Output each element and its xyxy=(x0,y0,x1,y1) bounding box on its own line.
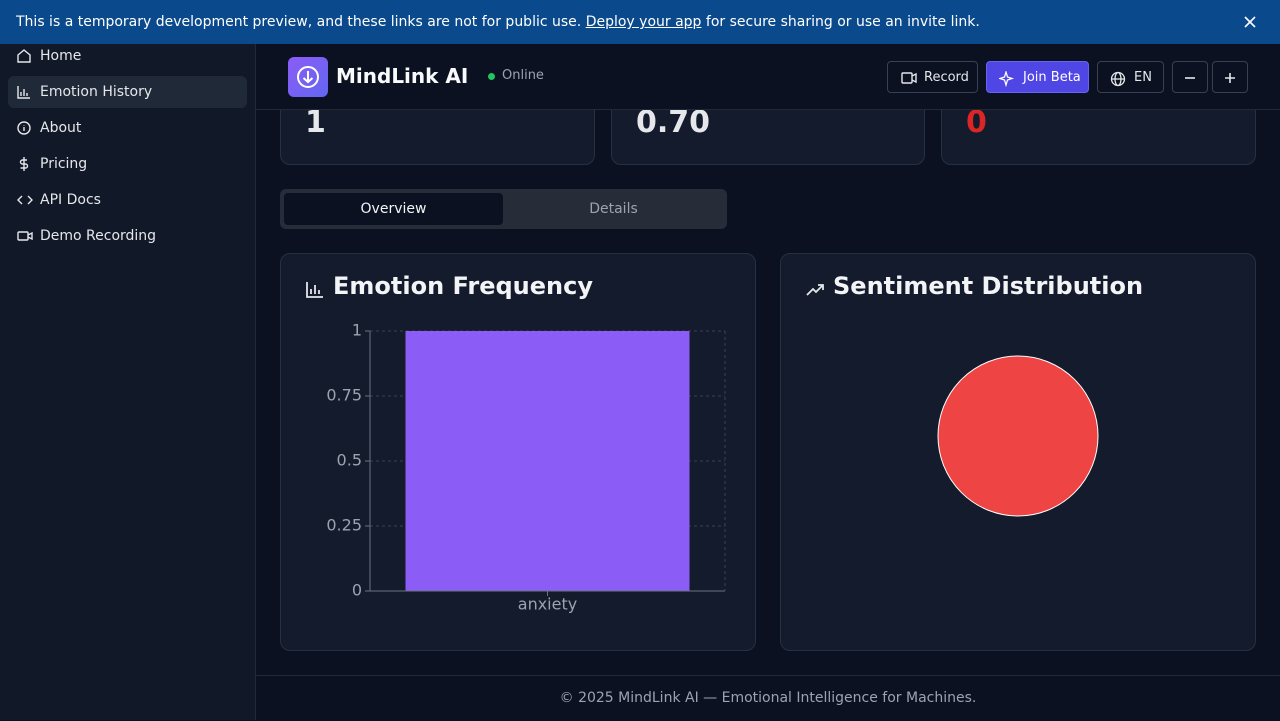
button-label: Join Beta xyxy=(1023,70,1081,85)
banner-message: This is a temporary development preview,… xyxy=(16,14,582,30)
tab-bar: Overview Details xyxy=(280,189,727,229)
zoom-in-button[interactable] xyxy=(1212,61,1248,93)
banner-text: This is a temporary development preview,… xyxy=(16,0,980,44)
app-title: MindLink AI xyxy=(336,64,469,88)
icon xyxy=(999,71,1015,87)
tab[interactable]: Overview xyxy=(284,193,503,225)
icon xyxy=(17,121,31,135)
banner-message-end: for secure sharing or use an invite link… xyxy=(705,14,980,30)
y-tick-label: 0.75 xyxy=(326,386,362,405)
x-tick-label: anxiety xyxy=(518,595,577,614)
nav-label: Emotion History xyxy=(40,84,153,100)
stat-value: 0.70 xyxy=(636,105,711,140)
icon xyxy=(306,282,323,298)
bar xyxy=(405,331,690,591)
pie-slice xyxy=(937,355,1099,517)
status-dot xyxy=(488,73,495,80)
stat-value: 1 xyxy=(305,105,326,140)
logo-icon xyxy=(297,66,319,88)
close-banner[interactable] xyxy=(1244,16,1256,28)
y-tick-label: 0.5 xyxy=(337,451,362,470)
nav-item[interactable]: Pricing xyxy=(8,148,247,180)
stat-value: 0 xyxy=(966,105,987,140)
icon xyxy=(901,72,917,84)
chart-title: Sentiment Distribution xyxy=(833,272,1144,300)
chart-title: Emotion Frequency xyxy=(333,272,593,300)
icon xyxy=(19,157,29,171)
icon xyxy=(1225,73,1235,83)
y-tick-label: 0 xyxy=(352,581,362,600)
icon xyxy=(1110,71,1126,87)
icon xyxy=(17,86,30,99)
record-button[interactable]: Record xyxy=(887,61,978,93)
nav-label: About xyxy=(40,120,82,136)
status: Online xyxy=(502,68,544,83)
app-header: MindLink AI Online Record Join Beta EN xyxy=(256,44,1280,110)
y-tick-label: 0.25 xyxy=(326,516,362,535)
nav-label: API Docs xyxy=(40,192,101,208)
nav-item[interactable]: Emotion History xyxy=(8,76,247,108)
nav-item[interactable]: API Docs xyxy=(8,184,247,216)
language-button[interactable]: EN xyxy=(1097,61,1164,93)
icon xyxy=(1185,77,1195,79)
zoom-out-button[interactable] xyxy=(1172,61,1208,93)
logo xyxy=(288,57,328,97)
icon xyxy=(806,284,824,296)
icon xyxy=(17,231,33,241)
y-tick-label: 1 xyxy=(352,321,362,340)
button-label: Record xyxy=(924,70,969,85)
join-beta-button[interactable]: Join Beta xyxy=(986,61,1089,93)
nav-label: Pricing xyxy=(40,156,88,172)
sidebar: Home Emotion History About Pricing API D… xyxy=(0,44,256,720)
nav-label: Home xyxy=(40,48,82,64)
tab[interactable]: Details xyxy=(589,201,638,217)
nav-item[interactable]: About xyxy=(8,112,247,144)
button-label: EN xyxy=(1134,70,1152,85)
icon xyxy=(17,49,31,63)
preview-banner: This is a temporary development preview,… xyxy=(0,0,1280,44)
icon xyxy=(17,195,33,205)
footer: © 2025 MindLink AI — Emotional Intellige… xyxy=(256,675,1280,721)
nav-item[interactable]: Demo Recording xyxy=(8,220,247,252)
nav-item[interactable]: Home xyxy=(8,40,247,72)
deploy-link[interactable]: Deploy your app xyxy=(585,14,702,30)
nav-label: Demo Recording xyxy=(40,228,157,244)
